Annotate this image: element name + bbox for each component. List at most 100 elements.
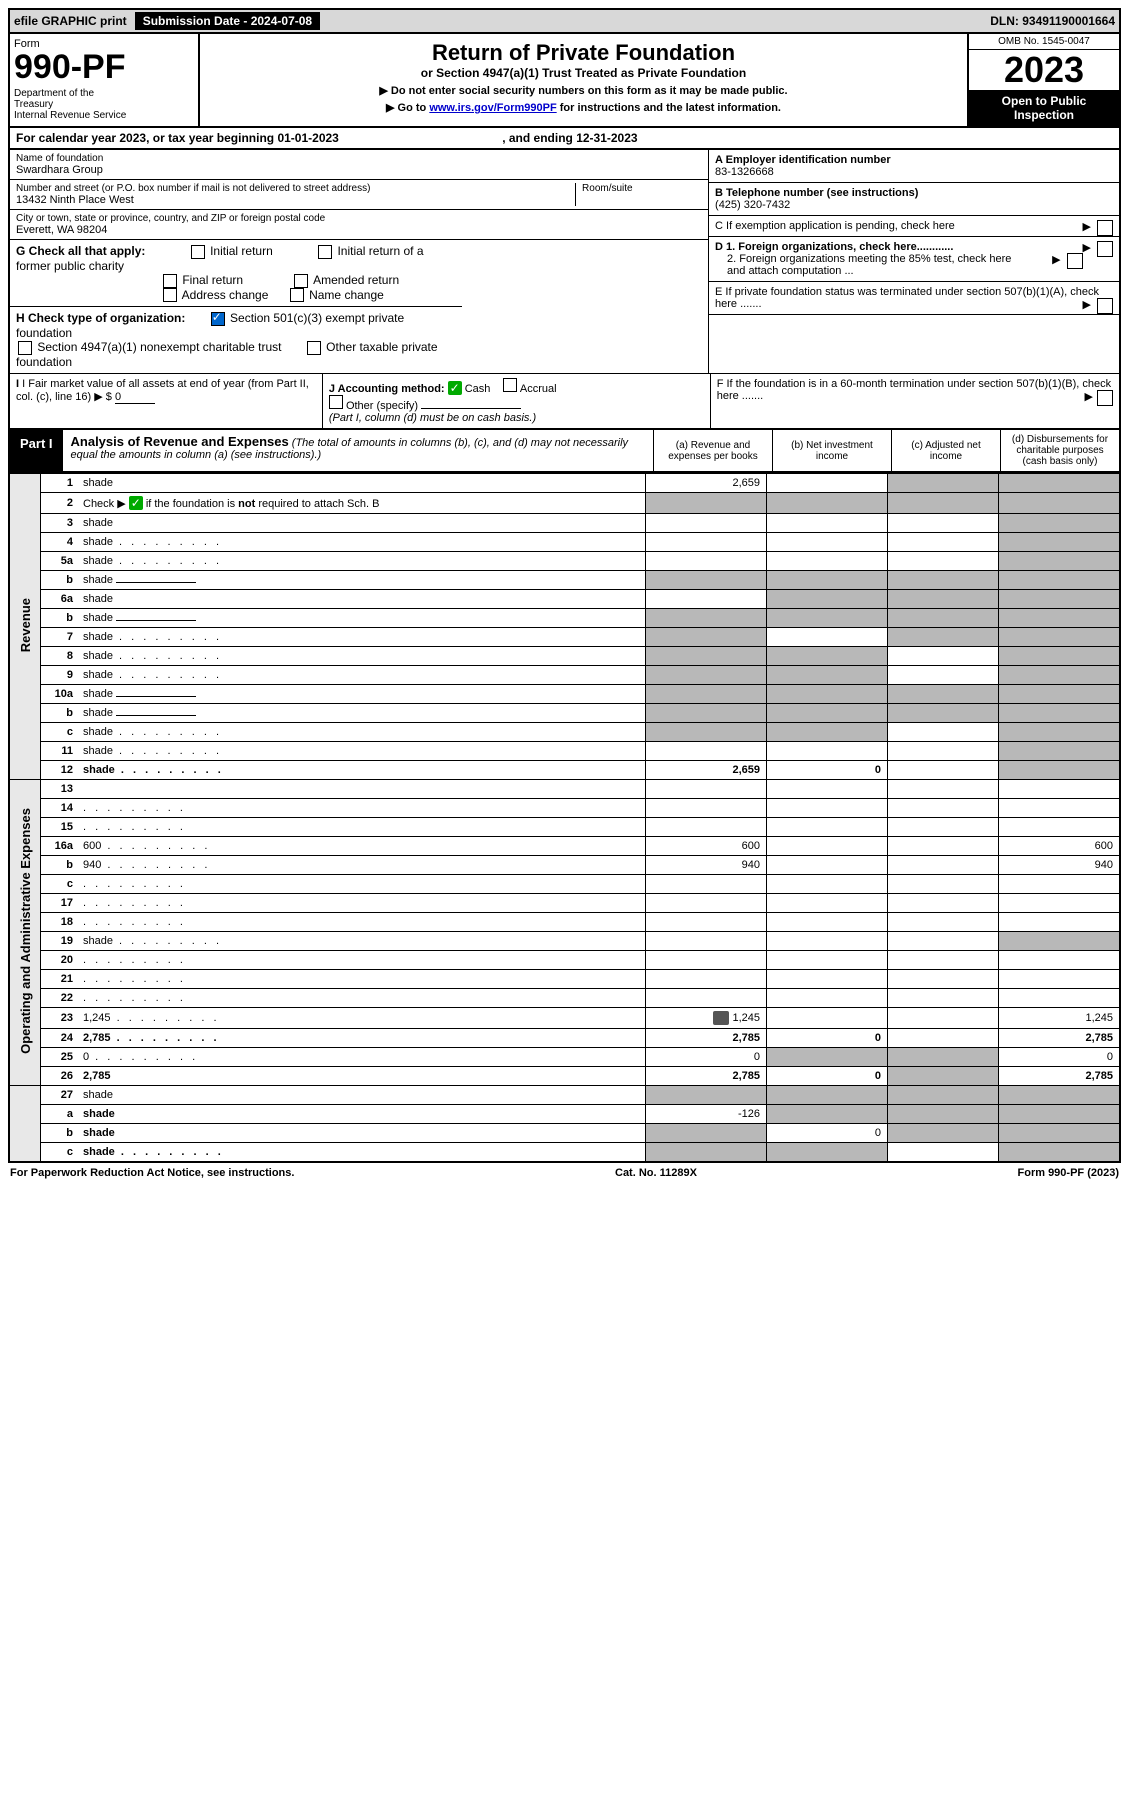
row-description: shade <box>79 628 646 647</box>
value-cell <box>888 493 999 514</box>
value-cell <box>999 761 1121 780</box>
value-cell <box>999 1105 1121 1124</box>
row-number: 3 <box>41 514 80 533</box>
value-cell <box>888 1105 999 1124</box>
value-cell <box>767 666 888 685</box>
row-number: c <box>41 723 80 742</box>
value-cell <box>999 571 1121 590</box>
value-cell <box>999 704 1121 723</box>
value-cell <box>999 951 1121 970</box>
value-cell: 1,245 <box>999 1008 1121 1029</box>
foundation-name-cell: Name of foundation Swardhara Group <box>10 150 708 180</box>
exemption-pending-checkbox[interactable] <box>1097 220 1113 236</box>
table-row: 2Check ▶ ✓ if the foundation is not requ… <box>9 493 1120 514</box>
row-number: 20 <box>41 951 80 970</box>
attachment-icon[interactable] <box>713 1011 729 1025</box>
value-cell <box>767 704 888 723</box>
value-cell <box>646 818 767 837</box>
value-cell <box>646 1086 767 1105</box>
table-row: 18 <box>9 913 1120 932</box>
value-cell: 0 <box>999 1048 1121 1067</box>
value-cell <box>646 704 767 723</box>
value-cell <box>767 685 888 704</box>
value-cell <box>767 989 888 1008</box>
table-row: Revenue1shade2,659 <box>9 474 1120 493</box>
table-row: ashade-126 <box>9 1105 1120 1124</box>
accounting-method-box: J Accounting method: ✓ Cash Accrual Othe… <box>323 374 711 428</box>
table-row: bshade <box>9 571 1120 590</box>
initial-former-checkbox[interactable] <box>318 245 332 259</box>
value-cell <box>999 685 1121 704</box>
terminated-checkbox[interactable] <box>1097 298 1113 314</box>
value-cell <box>646 799 767 818</box>
ein-box: A Employer identification number 83-1326… <box>709 150 1119 183</box>
form990pf-link[interactable]: www.irs.gov/Form990PF <box>429 102 556 114</box>
value-cell <box>767 1105 888 1124</box>
part1-label: Part I <box>10 430 63 471</box>
row-number: 25 <box>41 1048 80 1067</box>
value-cell: 2,785 <box>646 1067 767 1086</box>
row-description: Check ▶ ✓ if the foundation is not requi… <box>79 493 646 514</box>
row-number: 6a <box>41 590 80 609</box>
table-row: 6ashade <box>9 590 1120 609</box>
value-cell: 2,785 <box>999 1029 1121 1048</box>
table-row: 262,7852,78502,785 <box>9 1067 1120 1086</box>
row-description <box>79 875 646 894</box>
row-number: 14 <box>41 799 80 818</box>
row-description: shade <box>79 704 646 723</box>
paperwork-notice: For Paperwork Reduction Act Notice, see … <box>10 1167 294 1179</box>
value-cell <box>767 533 888 552</box>
value-cell <box>646 894 767 913</box>
row-description: shade <box>79 609 646 628</box>
address-change-checkbox[interactable] <box>163 288 177 302</box>
value-cell <box>888 590 999 609</box>
row-number: c <box>41 875 80 894</box>
table-row: 4shade <box>9 533 1120 552</box>
row-number: c <box>41 1143 80 1163</box>
value-cell <box>767 970 888 989</box>
page-footer: For Paperwork Reduction Act Notice, see … <box>8 1163 1121 1183</box>
table-row: cshade <box>9 723 1120 742</box>
value-cell <box>999 493 1121 514</box>
cash-checkbox[interactable]: ✓ <box>448 381 462 395</box>
table-row: 10ashade <box>9 685 1120 704</box>
value-cell <box>646 514 767 533</box>
value-cell <box>767 474 888 493</box>
fmv-box: I I Fair market value of all assets at e… <box>10 374 323 428</box>
initial-return-checkbox[interactable] <box>191 245 205 259</box>
other-method-checkbox[interactable] <box>329 395 343 409</box>
amended-return-checkbox[interactable] <box>294 274 308 288</box>
row-description <box>79 970 646 989</box>
value-cell <box>646 742 767 761</box>
value-cell <box>888 913 999 932</box>
value-cell <box>888 780 999 799</box>
value-cell <box>999 647 1121 666</box>
4947-checkbox[interactable] <box>18 341 32 355</box>
foreign-85-checkbox[interactable] <box>1067 253 1083 269</box>
col-a-header: (a) Revenue and expenses per books <box>653 430 772 471</box>
table-row: bshade0 <box>9 1124 1120 1143</box>
other-taxable-checkbox[interactable] <box>307 341 321 355</box>
row-number: 5a <box>41 552 80 571</box>
name-change-checkbox[interactable] <box>290 288 304 302</box>
efile-label[interactable]: efile GRAPHIC print <box>14 14 127 28</box>
value-cell <box>767 875 888 894</box>
value-cell <box>767 780 888 799</box>
row-number: b <box>41 856 80 875</box>
value-cell <box>646 1143 767 1163</box>
501c3-checkbox[interactable] <box>211 312 225 326</box>
row-description: shade <box>79 1105 646 1124</box>
value-cell <box>888 628 999 647</box>
60month-checkbox[interactable] <box>1097 390 1113 406</box>
value-cell <box>888 1067 999 1086</box>
row-number: 24 <box>41 1029 80 1048</box>
row-description: 2,785 <box>79 1029 646 1048</box>
foreign-org-checkbox[interactable] <box>1097 241 1113 257</box>
row-number: 17 <box>41 894 80 913</box>
table-row: 16a600600600 <box>9 837 1120 856</box>
accrual-checkbox[interactable] <box>503 378 517 392</box>
row-description: shade <box>79 647 646 666</box>
form-title: Return of Private Foundation <box>206 40 961 66</box>
final-return-checkbox[interactable] <box>163 274 177 288</box>
row-description <box>79 780 646 799</box>
